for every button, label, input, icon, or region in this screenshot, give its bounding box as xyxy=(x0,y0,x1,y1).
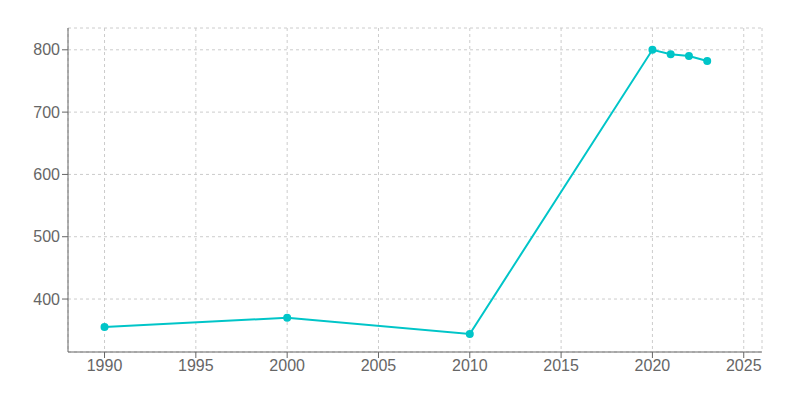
svg-text:2025: 2025 xyxy=(726,357,762,374)
svg-text:1990: 1990 xyxy=(87,357,123,374)
svg-text:800: 800 xyxy=(33,41,60,58)
svg-text:600: 600 xyxy=(33,166,60,183)
svg-text:500: 500 xyxy=(33,228,60,245)
svg-text:2020: 2020 xyxy=(635,357,671,374)
svg-text:2015: 2015 xyxy=(543,357,579,374)
svg-text:2005: 2005 xyxy=(361,357,397,374)
svg-text:700: 700 xyxy=(33,104,60,121)
svg-text:1995: 1995 xyxy=(178,357,214,374)
svg-text:2010: 2010 xyxy=(452,357,488,374)
svg-text:2000: 2000 xyxy=(269,357,305,374)
svg-text:400: 400 xyxy=(33,291,60,308)
